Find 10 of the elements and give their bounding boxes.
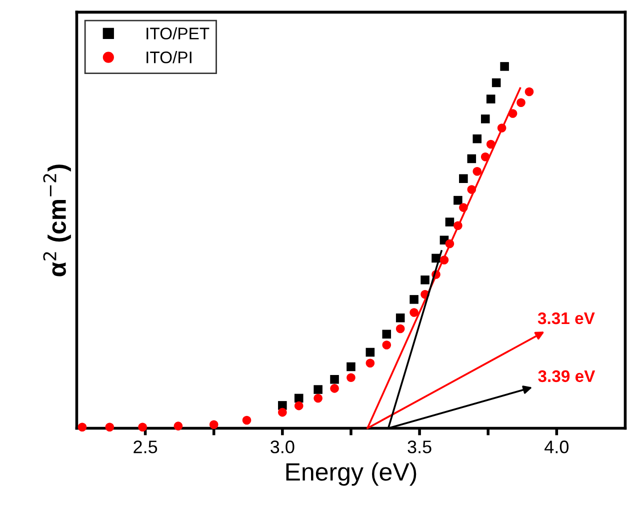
legend-label: ITO/PI [146,51,192,64]
annotation: 3.31 eV [538,312,595,324]
x-tick-label: 3.5 [408,440,432,454]
x-tick-label: 3.0 [270,440,294,454]
y-axis-title: α$^{2}$ (cm$^{−2}$) [43,164,71,276]
x-axis-title: Energy (eV) [286,462,416,486]
annotation: 3.39 eV [538,370,596,382]
legend-label: ITO/PET [146,27,210,40]
x-tick-label: 4.0 [544,440,569,454]
x-tick-label: 2.5 [134,440,158,454]
